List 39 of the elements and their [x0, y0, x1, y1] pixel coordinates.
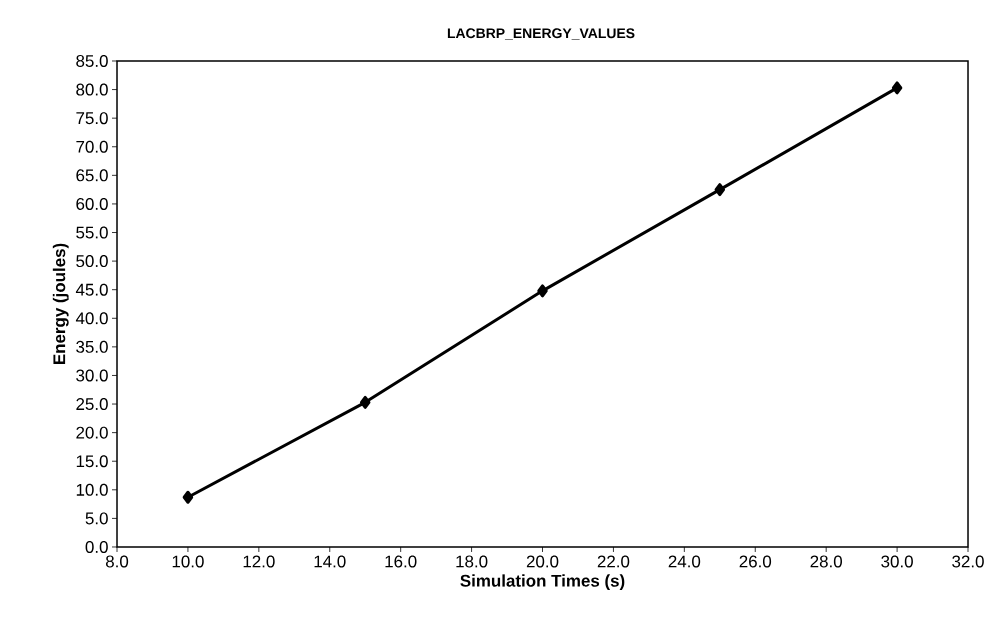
x-tick-label: 12.0: [243, 555, 275, 568]
y-tick-label: 35.0: [76, 340, 108, 353]
y-tick-label: 50.0: [76, 255, 108, 268]
x-tick-label: 16.0: [385, 555, 417, 568]
y-tick-label: 40.0: [75, 312, 108, 325]
point: [891, 81, 903, 95]
y-tick-label: 15.0: [76, 455, 108, 468]
x-tick-label: 32.0: [952, 555, 984, 568]
y-tick-label: 55.0: [76, 226, 108, 239]
x-tick-label: 20.0: [526, 555, 559, 568]
x-tick-label: 22.0: [597, 555, 630, 568]
y-tick-label: 65.0: [76, 169, 108, 182]
x-axis-title: Simulation Times (s): [460, 574, 625, 591]
x-tick-label: 28.0: [810, 555, 842, 568]
point: [182, 490, 194, 504]
point: [714, 183, 726, 197]
x-tick-label: 8.0: [105, 555, 129, 568]
y-tick-label: 85.0: [76, 54, 108, 67]
y-tick-label: 45.0: [75, 283, 108, 296]
y-tick-label: 20.0: [76, 426, 108, 439]
x-tick-label: 30.0: [881, 555, 913, 568]
x-tick-label: 24.0: [668, 555, 701, 568]
y-tick-label: 10.0: [76, 483, 108, 496]
y-tick-label: 30.0: [76, 369, 108, 382]
y-tick-label: 25.0: [76, 398, 108, 411]
chart-title: LACBRP_ENERGY_VALUES: [447, 28, 635, 40]
y-tick-label: 80.0: [76, 83, 108, 96]
y-tick-label: 5.0: [85, 512, 108, 525]
x-tick-label: 26.0: [739, 555, 772, 568]
x-tick-label: 18.0: [456, 555, 488, 568]
point: [359, 395, 371, 409]
y-axis-title: Energy (joules): [52, 243, 69, 365]
x-tick-label: 10.0: [172, 555, 204, 568]
point: [537, 284, 548, 298]
y-tick-label: 60.0: [76, 197, 108, 210]
y-tick-label: 75.0: [76, 112, 108, 125]
y-tick-label: 70.0: [76, 140, 108, 153]
x-tick-label: 14.0: [314, 555, 346, 568]
y-tick-label: 0.0: [85, 540, 108, 553]
